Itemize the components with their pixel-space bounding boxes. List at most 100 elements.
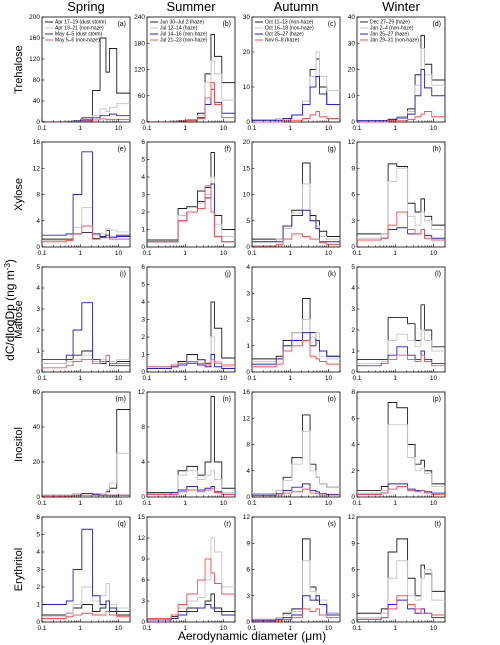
x-tick-label: 10 — [115, 500, 123, 507]
y-tick-label: 0 — [36, 244, 40, 251]
panel-r: 0 3 6 9 12 15 0.1 1 10 (r) — [138, 514, 236, 632]
x-tick-label: 10 — [430, 125, 438, 132]
legend-entry: Oct 16–18 (non-haze) — [265, 26, 314, 32]
y-tick-label: 4 — [36, 549, 40, 556]
series-line-2 — [147, 486, 235, 495]
panel-frame — [251, 391, 341, 498]
panel-b: 0 60 120 180 240 0.1 1 10 (b) Jun 30–Jul 2 (haze)… — [134, 14, 236, 132]
y-tick-label: 6 — [351, 192, 355, 199]
y-tick-label: 5 — [351, 264, 355, 271]
x-tick-label: 1 — [288, 500, 292, 507]
panel-t: 0 3 6 9 12 0.1 1 10 (t) — [348, 514, 446, 632]
x-tick-label: 1 — [288, 250, 292, 257]
panel-letter: (a) — [117, 21, 126, 28]
y-tick-label: 0 — [141, 494, 145, 501]
y-tick-label: 12 — [243, 514, 251, 521]
series-line-2 — [252, 332, 340, 365]
x-tick-label: 10 — [325, 375, 333, 382]
y-tick-label: 0 — [36, 619, 40, 626]
y-tick-label: 60 — [33, 389, 41, 396]
y-tick-label: 16 — [243, 389, 251, 396]
y-tick-label: 6 — [141, 577, 145, 584]
y-tick-label: 10 — [243, 192, 251, 199]
y-tick-label: 3 — [351, 306, 355, 313]
y-tick-label: 4 — [36, 218, 40, 225]
y-tick-label: 5 — [141, 157, 145, 164]
y-tick-label: 20 — [243, 139, 251, 146]
panel-letter: (g) — [327, 146, 336, 153]
x-tick-label: 10 — [220, 625, 228, 632]
legend-entry: Dec 27–29 (haze) — [370, 20, 410, 26]
y-tick-label: 12 — [348, 139, 356, 146]
x-tick-label: 0.1 — [37, 250, 46, 257]
panel-frame — [146, 141, 236, 248]
y-tick-label: 0 — [351, 244, 355, 251]
y-tick-label: 160 — [29, 35, 40, 42]
panel-letter: (l) — [435, 271, 441, 278]
y-tick-label: 4 — [351, 442, 355, 449]
y-tick-label: 6 — [351, 415, 355, 422]
panel-letter: (h) — [432, 146, 441, 153]
series-line-3 — [252, 233, 340, 247]
y-tick-label: 0 — [246, 369, 250, 376]
series-line-3 — [252, 608, 340, 622]
x-tick-label: 0.1 — [37, 625, 46, 632]
species-label: Erythritol — [13, 548, 25, 591]
panel-frame — [41, 16, 131, 123]
x-tick-label: 10 — [325, 125, 333, 132]
y-tick-label: 6 — [36, 514, 40, 521]
y-tick-label: 0 — [36, 369, 40, 376]
panel-letter: (b) — [222, 21, 231, 28]
y-tick-label: 3 — [246, 593, 250, 600]
y-tick-label: 2 — [36, 327, 40, 334]
y-tick-label: 12 — [243, 415, 251, 422]
y-tick-label: 2 — [141, 334, 145, 341]
y-tick-label: 12 — [33, 165, 41, 172]
panel-p: 0 2 4 6 8 0.1 1 10 (p) — [351, 389, 446, 507]
legend-entry: Jan 2–4 (non-haze) — [370, 26, 414, 32]
y-tick-label: 4 — [141, 459, 145, 466]
y-tick-label: 120 — [134, 67, 145, 74]
y-tick-label: 4 — [246, 468, 250, 475]
y-tick-label: 15 — [243, 165, 251, 172]
y-tick-label: 30 — [243, 14, 251, 21]
series-line-3 — [147, 558, 235, 619]
x-tick-label: 1 — [288, 375, 292, 382]
panel-letter: (s) — [328, 521, 336, 528]
y-tick-label: 9 — [141, 556, 145, 563]
y-tick-label: 6 — [141, 139, 145, 146]
panel-letter: (m) — [116, 396, 127, 403]
season-title: Winter — [382, 0, 420, 14]
series-line-2 — [42, 151, 130, 238]
y-tick-label: 3 — [36, 567, 40, 574]
legend-entry: Jan 29–31 (non-haze) — [370, 38, 419, 44]
panel-letter: (i) — [120, 271, 126, 278]
y-tick-label: 20 — [348, 67, 356, 74]
y-tick-label: 200 — [29, 14, 40, 21]
x-tick-label: 10 — [115, 250, 123, 257]
x-tick-label: 1 — [288, 625, 292, 632]
series-line-3 — [42, 494, 130, 497]
y-tick-label: 1 — [141, 227, 145, 234]
y-tick-label: 5 — [141, 282, 145, 289]
y-tick-label: 40 — [348, 14, 356, 21]
series-line-1 — [252, 560, 340, 620]
series-line-3 — [42, 354, 130, 369]
y-tick-label: 0 — [141, 369, 145, 376]
panel-i: 0 1 2 3 4 5 0.1 1 10 (i) — [36, 264, 131, 382]
x-tick-label: 1 — [393, 500, 397, 507]
series-line-3 — [357, 354, 445, 367]
panel-d: 0 10 20 30 40 0.1 1 10 (d) Dec 27–29 (haze)Jan 2–… — [348, 14, 446, 132]
y-tick-label: 15 — [138, 514, 146, 521]
y-tick-label: 0 — [141, 119, 145, 126]
y-tick-label: 4 — [141, 299, 145, 306]
x-tick-label: 10 — [430, 375, 438, 382]
legend-entry: Jul 12–14 (haze) — [160, 26, 198, 32]
y-tick-label: 4 — [141, 174, 145, 181]
legend-entry: Oct 11–13 (non-haze) — [265, 20, 314, 26]
series-line-1 — [42, 354, 130, 365]
y-tick-label: 240 — [134, 14, 145, 21]
y-tick-label: 6 — [246, 567, 250, 574]
panel-l: 0 1 2 3 4 5 0.1 1 10 (l) — [351, 264, 446, 382]
